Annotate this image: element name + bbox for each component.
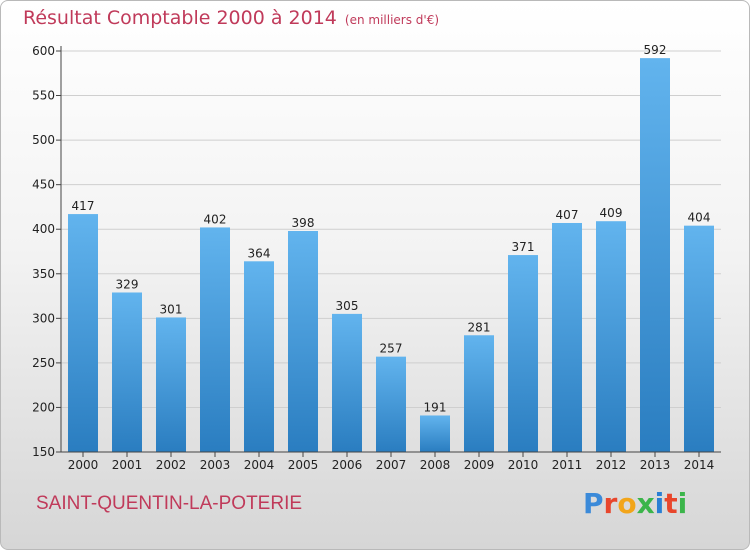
- data-label: 404: [688, 211, 711, 225]
- data-label: 281: [468, 320, 491, 334]
- y-tick-label: 200: [32, 400, 55, 414]
- data-label: 402: [204, 212, 227, 226]
- y-tick-label: 300: [32, 311, 55, 325]
- bar-2010: [508, 255, 538, 452]
- bar-2003: [200, 227, 230, 452]
- data-label: 305: [336, 299, 359, 313]
- data-label: 398: [292, 216, 315, 230]
- data-label: 592: [644, 43, 667, 57]
- logo-letter: x: [636, 487, 655, 520]
- x-tick-label: 2014: [684, 458, 715, 472]
- data-label: 364: [248, 246, 271, 260]
- bar-2013: [640, 58, 670, 453]
- y-tick-label: 350: [32, 267, 55, 281]
- logo-letter: o: [617, 487, 637, 520]
- y-tick-label: 450: [32, 178, 55, 192]
- y-tick-label: 400: [32, 222, 55, 236]
- bar-2001: [112, 292, 142, 452]
- x-tick-label: 2005: [288, 458, 319, 472]
- bar-2014: [684, 225, 714, 452]
- x-tick-label: 2004: [244, 458, 275, 472]
- y-tick-label: 550: [32, 89, 55, 103]
- logo-letter: P: [583, 487, 604, 520]
- logo-letter: r: [603, 487, 618, 520]
- x-tick-label: 2003: [200, 458, 231, 472]
- bars: [68, 58, 714, 453]
- commune-name: SAINT-QUENTIN-LA-POTERIE: [36, 493, 303, 514]
- bar-2006: [332, 313, 362, 452]
- data-label: 191: [424, 400, 447, 414]
- y-tick-label: 500: [32, 133, 55, 147]
- logo-letter: i: [677, 487, 688, 520]
- x-tick-label: 2011: [552, 458, 583, 472]
- proxiti-logo: Proxiti: [583, 487, 687, 520]
- data-label: 257: [380, 342, 403, 356]
- x-tick-label: 2012: [596, 458, 627, 472]
- bar-2005: [288, 231, 318, 452]
- logo-letter: i: [654, 487, 665, 520]
- y-tick-label: 150: [32, 445, 55, 459]
- data-label: 417: [72, 199, 95, 213]
- x-tick-label: 2000: [68, 458, 99, 472]
- data-label: 371: [512, 240, 535, 254]
- bar-2002: [156, 317, 186, 452]
- x-tick-label: 2010: [508, 458, 539, 472]
- logo-letter: t: [664, 487, 678, 520]
- bar-2007: [376, 356, 406, 452]
- data-label: 409: [600, 206, 623, 220]
- bar-2009: [464, 335, 494, 452]
- bar-2004: [244, 261, 274, 452]
- bar-2012: [596, 221, 626, 452]
- data-label: 329: [116, 277, 139, 291]
- labels: 150 200 250 300 350 400 450 500 550 600 417 2000 329…: [32, 43, 714, 472]
- x-tick-label: 2013: [640, 458, 671, 472]
- x-tick-label: 2006: [332, 458, 363, 472]
- bar-2008: [420, 415, 450, 452]
- data-label: 407: [556, 208, 579, 222]
- x-tick-label: 2007: [376, 458, 407, 472]
- bar-2011: [552, 222, 582, 452]
- data-label: 301: [160, 302, 183, 316]
- y-tick-label: 250: [32, 356, 55, 370]
- chart-title: Résultat Comptable 2000 à 2014: [23, 7, 337, 29]
- x-tick-label: 2008: [420, 458, 451, 472]
- axes: [56, 46, 721, 457]
- chart-subtitle: (en milliers d'€): [344, 13, 440, 27]
- x-tick-label: 2002: [156, 458, 187, 472]
- x-tick-label: 2009: [464, 458, 495, 472]
- x-tick-label: 2001: [112, 458, 143, 472]
- chart-title-block: Résultat Comptable 2000 à 2014 (en millie…: [23, 7, 439, 29]
- y-tick-label: 600: [32, 44, 55, 58]
- bar-2000: [68, 214, 98, 452]
